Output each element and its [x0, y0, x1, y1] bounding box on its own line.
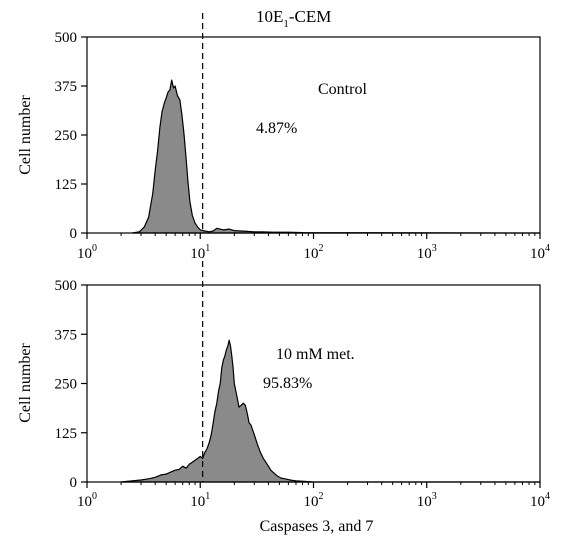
- x-tick-label: 104: [530, 243, 550, 262]
- y-axis-label: Cell number: [17, 343, 34, 423]
- x-tick-label: 101: [190, 243, 210, 262]
- percent-label: 4.87%: [256, 120, 297, 137]
- x-tick-label: 104: [530, 491, 550, 510]
- y-tick-label: 0: [70, 226, 78, 242]
- x-tick-label: 100: [77, 491, 97, 510]
- y-tick-label: 0: [70, 475, 78, 491]
- plot-frame: [86, 284, 541, 483]
- percent-label: 95.83%: [263, 375, 312, 392]
- y-tick-label: 125: [55, 177, 78, 193]
- x-tick-label: 102: [304, 491, 324, 510]
- x-tick-label: 101: [190, 491, 210, 510]
- x-tick-label: 102: [304, 243, 324, 262]
- histogram-area: [120, 339, 541, 483]
- x-tick-label: 103: [417, 491, 437, 510]
- x-tick-label: 100: [77, 243, 97, 262]
- y-tick-label: 500: [55, 30, 78, 46]
- x-axis-label: Caspases 3, and 7: [260, 518, 374, 535]
- histogram-area: [131, 79, 541, 234]
- y-tick-label: 125: [55, 426, 78, 442]
- y-axis-label: Cell number: [17, 95, 34, 175]
- x-tick-label: 103: [417, 243, 437, 262]
- figure-title: 10E1-CEM: [256, 7, 331, 30]
- y-tick-label: 500: [55, 278, 78, 294]
- y-tick-label: 250: [55, 377, 78, 393]
- condition-label: Control: [318, 81, 367, 98]
- y-tick-label: 375: [55, 79, 78, 95]
- figure-title-main: 10E: [256, 7, 283, 26]
- histogram-panel-treated: 0 125 250 375 500 100 101 102 103 104 Cell number C…: [17, 261, 550, 535]
- y-tick-label: 375: [55, 327, 78, 343]
- figure-title-suffix: -CEM: [289, 7, 332, 26]
- y-tick-label: 250: [55, 128, 78, 144]
- figure-title-subscript: 1: [283, 18, 289, 30]
- condition-label: 10 mM met.: [276, 346, 355, 363]
- histogram-panel-control: 0 125 250 375 500 100 101 102 103 104 Cell number C…: [17, 13, 550, 262]
